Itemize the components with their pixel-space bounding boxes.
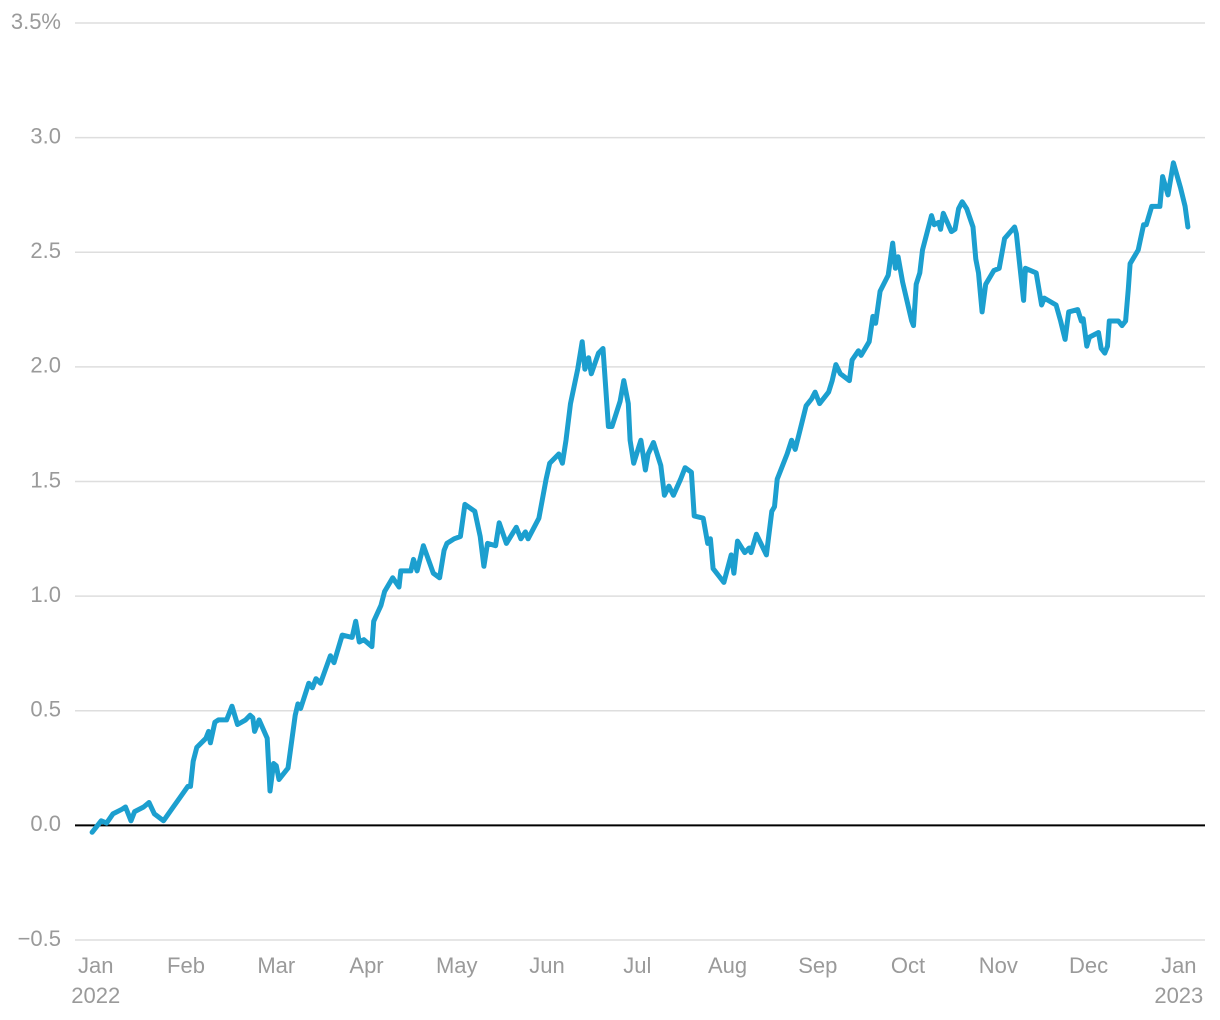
x-tick-label: Oct xyxy=(890,953,926,978)
y-tick-label: 2.0 xyxy=(30,353,61,378)
x-tick-label: Dec xyxy=(1069,953,1109,978)
y-tick-label: −0.5 xyxy=(18,926,61,951)
x-tick-label: Jul xyxy=(623,953,652,978)
x-tick-label: Jan 2022 xyxy=(71,953,121,1008)
data-line xyxy=(89,160,1191,835)
x-tick-label: Jun xyxy=(529,953,565,978)
x-tick-label: Nov xyxy=(978,953,1018,978)
y-tick-label: 2.5 xyxy=(30,238,61,263)
x-tick-label: Sep xyxy=(798,953,838,978)
x-tick-label: Jan 2023 xyxy=(1154,953,1204,1008)
y-tick-label: 0.5 xyxy=(30,697,61,722)
x-tick-label: Mar xyxy=(257,953,296,978)
grid xyxy=(75,22,1205,941)
x-tick-label: Aug xyxy=(707,953,748,978)
y-tick-label: 1.0 xyxy=(30,582,61,607)
x-tick-label: May xyxy=(435,953,478,978)
y-tick-label: 0.0 xyxy=(30,811,61,836)
y-tick-label: 1.5 xyxy=(30,467,61,492)
x-tick-label: Apr xyxy=(349,953,384,978)
y-tick-label: 3.0 xyxy=(30,123,61,148)
x-tick-label: Feb xyxy=(167,953,205,978)
y-tick-label: 3.5% xyxy=(11,9,61,34)
